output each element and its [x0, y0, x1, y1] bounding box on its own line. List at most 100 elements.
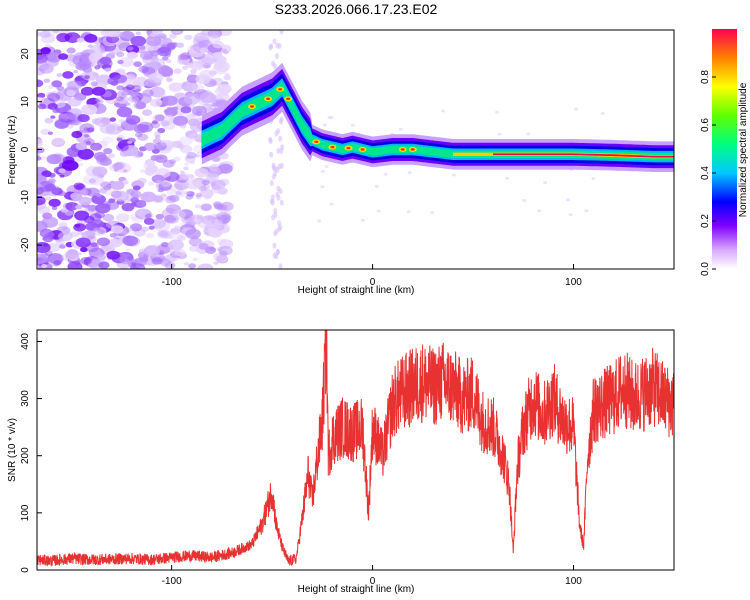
noise-blob: [125, 102, 131, 106]
noise-blob: [106, 123, 123, 135]
noise-blob: [39, 30, 51, 38]
y-tick-label: 200: [20, 447, 31, 464]
noise-blob: [268, 138, 273, 145]
noise-blob: [162, 95, 178, 106]
noise-blob: [37, 79, 44, 88]
noise-blob: [322, 123, 327, 127]
noise-blob: [138, 248, 147, 254]
noise-blob: [194, 204, 201, 209]
noise-blob: [103, 147, 113, 155]
colorbar-tick-label: 0.8: [700, 70, 711, 84]
noise-blob: [59, 244, 66, 249]
noise-blob: [350, 123, 355, 127]
noise-blob: [173, 156, 181, 162]
noise-blob: [58, 168, 66, 174]
noise-blob: [269, 180, 274, 187]
noise-blob: [37, 53, 48, 64]
noise-blob: [184, 262, 189, 266]
noise-blob: [99, 56, 112, 65]
noise-blob: [430, 211, 435, 215]
snr-plot-area: [37, 330, 674, 570]
noise-blob: [161, 180, 172, 187]
noise-blob: [116, 137, 123, 142]
noise-blob: [219, 250, 228, 257]
noise-blob: [133, 61, 142, 68]
noise-blob: [154, 114, 166, 122]
noise-blob: [41, 264, 48, 269]
colorbar: 0.0 0.2 0.4 0.6 0.8 Normalized spectral ampl…: [700, 29, 749, 276]
noise-blob: [43, 78, 51, 84]
noise-blob: [41, 216, 59, 228]
noise-blob: [129, 223, 143, 232]
noise-blob: [47, 90, 64, 102]
noise-blob: [160, 120, 170, 127]
noise-blob: [188, 214, 204, 225]
ridge-hotspot-center: [410, 148, 415, 151]
noise-blob: [203, 227, 217, 237]
noise-blob: [212, 64, 229, 75]
y-tick-label: 400: [20, 333, 31, 350]
noise-blob: [198, 185, 207, 192]
noise-blob: [189, 160, 196, 165]
noise-blob: [44, 250, 53, 257]
ridge-band-4: [201, 81, 674, 161]
noise-blob: [132, 185, 141, 191]
noise-blob: [277, 163, 282, 170]
noise-blob: [169, 159, 177, 164]
noise-blob: [161, 56, 169, 61]
noise-blob: [156, 180, 163, 185]
snr-x-ticks: -100 0 100: [162, 565, 582, 587]
noise-blob: [56, 72, 63, 78]
snr-series-line: [37, 330, 674, 567]
noise-blob: [40, 50, 50, 56]
noise-blob: [188, 133, 200, 141]
spectrogram-y-label: Frequency (Hz): [7, 116, 18, 185]
noise-blob: [376, 209, 381, 213]
noise-blob: [169, 33, 177, 39]
noise-blob: [158, 181, 173, 191]
noise-blob: [116, 106, 133, 118]
noise-blob: [206, 218, 223, 231]
noise-blob: [112, 190, 129, 202]
noise-blob: [106, 250, 121, 260]
noise-blob: [151, 257, 163, 265]
noise-blob: [138, 65, 149, 73]
noise-blob: [58, 53, 69, 60]
noise-blob: [126, 188, 135, 195]
noise-blob: [59, 174, 65, 178]
noise-blob: [125, 115, 141, 125]
noise-blob: [185, 194, 194, 200]
noise-blob: [174, 189, 187, 197]
noise-blob: [168, 82, 183, 92]
noise-blob: [195, 193, 202, 198]
noise-blob: [51, 206, 58, 211]
noise-blob: [82, 66, 93, 73]
noise-blob: [125, 44, 140, 54]
noise-blob: [168, 231, 184, 242]
noise-blob: [92, 255, 105, 264]
noise-blob: [96, 193, 102, 198]
noise-blob: [47, 84, 54, 89]
y-tick-label: -20: [20, 237, 31, 252]
noise-blob: [172, 115, 189, 126]
noise-blob: [116, 90, 128, 98]
noise-blob: [441, 109, 446, 113]
x-tick-label: 0: [370, 576, 376, 587]
noise-blob: [91, 51, 104, 60]
noise-blob: [522, 198, 527, 202]
noise-blob: [170, 30, 184, 36]
ridge-hotspot-center: [360, 148, 365, 151]
noise-blob: [160, 141, 167, 146]
noise-blob: [142, 109, 153, 116]
noise-blob: [52, 108, 60, 114]
noise-blob: [104, 67, 111, 72]
noise-blob: [278, 263, 283, 269]
noise-blob: [46, 52, 62, 63]
noise-blob: [129, 213, 139, 221]
noise-blob: [278, 118, 283, 125]
noise-blob: [62, 71, 74, 79]
noise-blob: [160, 242, 169, 248]
noise-blob: [179, 124, 187, 129]
noise-blob: [145, 232, 155, 239]
noise-blob: [120, 92, 126, 97]
